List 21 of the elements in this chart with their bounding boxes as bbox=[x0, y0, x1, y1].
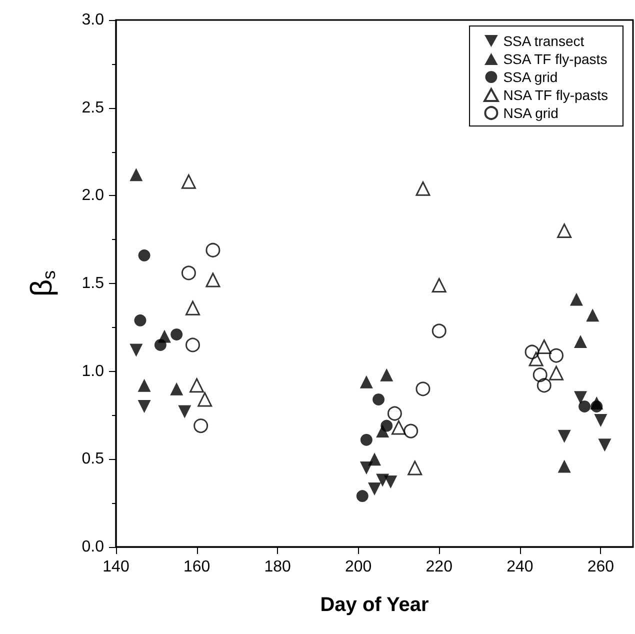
x-tick-label: 200 bbox=[344, 558, 372, 576]
legend-label: SSA transect bbox=[503, 33, 584, 49]
y-tick-label: 3.0 bbox=[82, 12, 104, 28]
legend-label: SSA grid bbox=[503, 69, 558, 85]
legend-label: NSA TF fly-pasts bbox=[503, 87, 608, 103]
x-tick-label: 180 bbox=[264, 558, 292, 576]
legend-label: SSA TF fly-pasts bbox=[503, 51, 608, 67]
y-tick-label: 1.5 bbox=[82, 275, 104, 292]
x-tick-label: 240 bbox=[506, 558, 534, 576]
y-tick-label: 1.0 bbox=[82, 362, 104, 380]
y-tick-label: 0.5 bbox=[82, 450, 104, 468]
y-tick-label: 2.5 bbox=[82, 99, 104, 116]
y-tick-label: 0.0 bbox=[82, 538, 104, 556]
x-tick-label: 140 bbox=[102, 558, 130, 576]
y-tick-label: 2.0 bbox=[82, 187, 104, 204]
y-axis-title: βs bbox=[26, 270, 59, 297]
x-tick-label: 160 bbox=[183, 558, 210, 576]
legend-label: NSA grid bbox=[503, 105, 558, 121]
x-tick-label: 260 bbox=[587, 558, 614, 576]
x-axis-title: Day of Year bbox=[320, 594, 430, 616]
x-tick-label: 220 bbox=[426, 558, 453, 576]
